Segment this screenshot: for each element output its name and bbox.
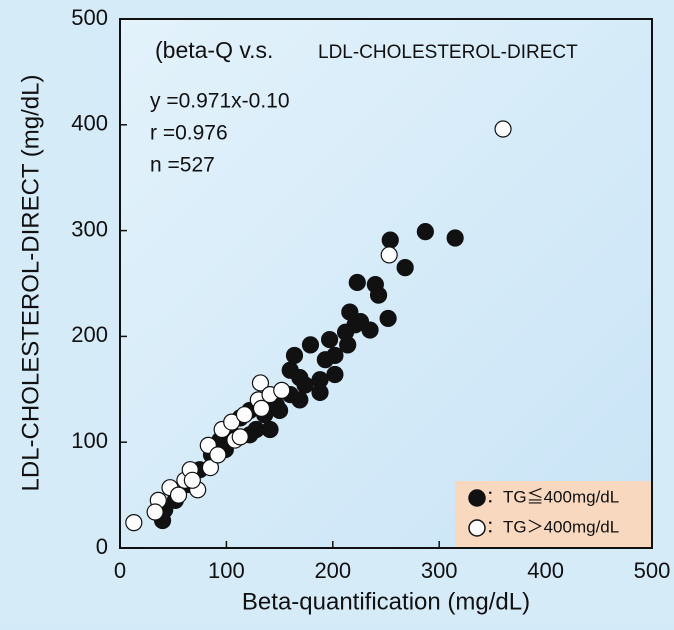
- scatter-point: [231, 428, 249, 446]
- y-tick-label: 400: [71, 111, 108, 136]
- scatter-point: [381, 231, 399, 249]
- scatter-point: [361, 321, 379, 339]
- legend-marker: [468, 489, 486, 507]
- scatter-point: [169, 486, 188, 504]
- x-tick-label: 0: [114, 558, 126, 583]
- scatter-point: [271, 401, 289, 420]
- x-tick-label: 200: [314, 558, 351, 583]
- scatter-point: [339, 336, 357, 354]
- annotation: r =0.976: [150, 122, 228, 145]
- scatter-point: [379, 309, 397, 328]
- scatter-point: [251, 374, 270, 392]
- legend-label: ：TG＞400mg/dL: [486, 517, 619, 536]
- legend-box: [455, 481, 651, 547]
- x-tick-label: 300: [421, 558, 458, 583]
- scatter-point: [296, 376, 314, 394]
- scatter-point: [261, 420, 279, 439]
- scatter-point: [380, 246, 398, 264]
- scatter-point: [273, 381, 291, 399]
- annotation: LDL-CHOLESTEROL-DIRECT: [318, 42, 578, 63]
- scatter-point: [252, 399, 271, 417]
- y-axis-label: LDL-CHOLESTEROL-DIRECT (mg/dL): [17, 75, 44, 492]
- scatter-point: [223, 413, 241, 431]
- scatter-point: [326, 365, 344, 384]
- x-axis-label: Beta-quantification (mg/dL): [242, 588, 530, 615]
- scatter-point: [311, 383, 329, 402]
- legend-marker: [468, 519, 486, 537]
- y-tick-label: 300: [71, 216, 108, 241]
- scatter-point: [301, 336, 320, 354]
- x-tick-label: 100: [208, 558, 245, 583]
- scatter-point: [326, 346, 344, 365]
- scatter-point: [291, 391, 309, 409]
- scatter-point: [183, 471, 201, 489]
- x-tick-label: 500: [634, 558, 671, 583]
- y-tick-label: 500: [71, 5, 108, 30]
- scatter-point: [235, 406, 254, 424]
- scatter-point: [369, 286, 388, 304]
- y-tick-label: 100: [71, 428, 108, 453]
- scatter-point: [416, 223, 434, 241]
- y-tick-label: 0: [96, 534, 108, 559]
- annotation: y =0.971x-0.10: [150, 90, 290, 113]
- scatter-point: [201, 458, 220, 477]
- scatter-point: [446, 229, 464, 247]
- x-tick-label: 400: [527, 558, 564, 583]
- legend-label: ：TG≦400mg/dL: [486, 487, 619, 506]
- scatter-point: [146, 503, 164, 521]
- scatter-point: [348, 273, 366, 292]
- scatter-point: [285, 346, 304, 365]
- y-tick-label: 200: [71, 322, 108, 347]
- annotation: (beta-Q v.s.: [155, 37, 273, 63]
- scatter-point: [321, 330, 339, 349]
- scatter-point: [125, 514, 143, 532]
- annotation: n =527: [150, 154, 215, 177]
- scatter-point: [396, 259, 414, 277]
- scatter-point: [494, 120, 512, 138]
- scatter-point: [209, 446, 227, 464]
